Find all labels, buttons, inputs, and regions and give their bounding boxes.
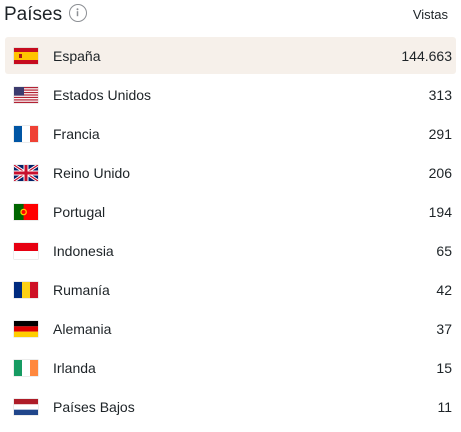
- views-count: 194: [428, 204, 452, 220]
- germany-flag-icon: [14, 321, 38, 337]
- country-link[interactable]: Países Bajos: [53, 399, 135, 415]
- views-count: 65: [436, 243, 452, 259]
- country-row: Indonesia 65: [5, 232, 456, 269]
- usa-flag-icon: [14, 87, 38, 103]
- uk-flag-icon: [14, 165, 38, 181]
- country-link[interactable]: Reino Unido: [53, 165, 131, 181]
- indonesia-flag-icon: [14, 243, 38, 259]
- widget-header: Países Vistas: [0, 0, 461, 36]
- countries-list: España 144.663 Estados Unidos 313 Franci…: [5, 37, 456, 427]
- views-count: 313: [428, 87, 452, 103]
- netherlands-flag-icon: [14, 399, 38, 415]
- country-row: Portugal 194: [5, 193, 456, 230]
- views-count: 15: [436, 360, 452, 376]
- views-count: 291: [428, 126, 452, 142]
- portugal-flag-icon: [14, 204, 38, 220]
- country-link[interactable]: Alemania: [53, 321, 112, 337]
- country-row: Francia 291: [5, 115, 456, 152]
- views-count: 37: [436, 321, 452, 337]
- country-link[interactable]: Portugal: [53, 204, 106, 220]
- views-column-header: Vistas: [412, 7, 448, 22]
- country-link[interactable]: Rumanía: [53, 282, 110, 298]
- views-count: 42: [436, 282, 452, 298]
- country-row: Rumanía 42: [5, 271, 456, 308]
- widget-title: Países: [4, 4, 63, 25]
- country-link[interactable]: España: [53, 48, 101, 64]
- views-count: 11: [437, 399, 452, 415]
- views-count: 144.663: [401, 48, 452, 64]
- country-row: España 144.663: [5, 37, 456, 74]
- country-link[interactable]: Indonesia: [53, 243, 114, 259]
- romania-flag-icon: [14, 282, 38, 298]
- country-row: Estados Unidos 313: [5, 76, 456, 113]
- country-row: Alemania 37: [5, 310, 456, 347]
- country-row: Países Bajos 11: [5, 388, 456, 425]
- country-link[interactable]: Irlanda: [53, 360, 96, 376]
- info-icon[interactable]: [69, 4, 87, 22]
- country-link[interactable]: Francia: [53, 126, 100, 142]
- country-row: Reino Unido 206: [5, 154, 456, 191]
- country-row: Irlanda 15: [5, 349, 456, 386]
- ireland-flag-icon: [14, 360, 38, 376]
- country-link[interactable]: Estados Unidos: [53, 87, 152, 103]
- france-flag-icon: [14, 126, 38, 142]
- views-count: 206: [428, 165, 452, 181]
- spain-flag-icon: [14, 48, 38, 64]
